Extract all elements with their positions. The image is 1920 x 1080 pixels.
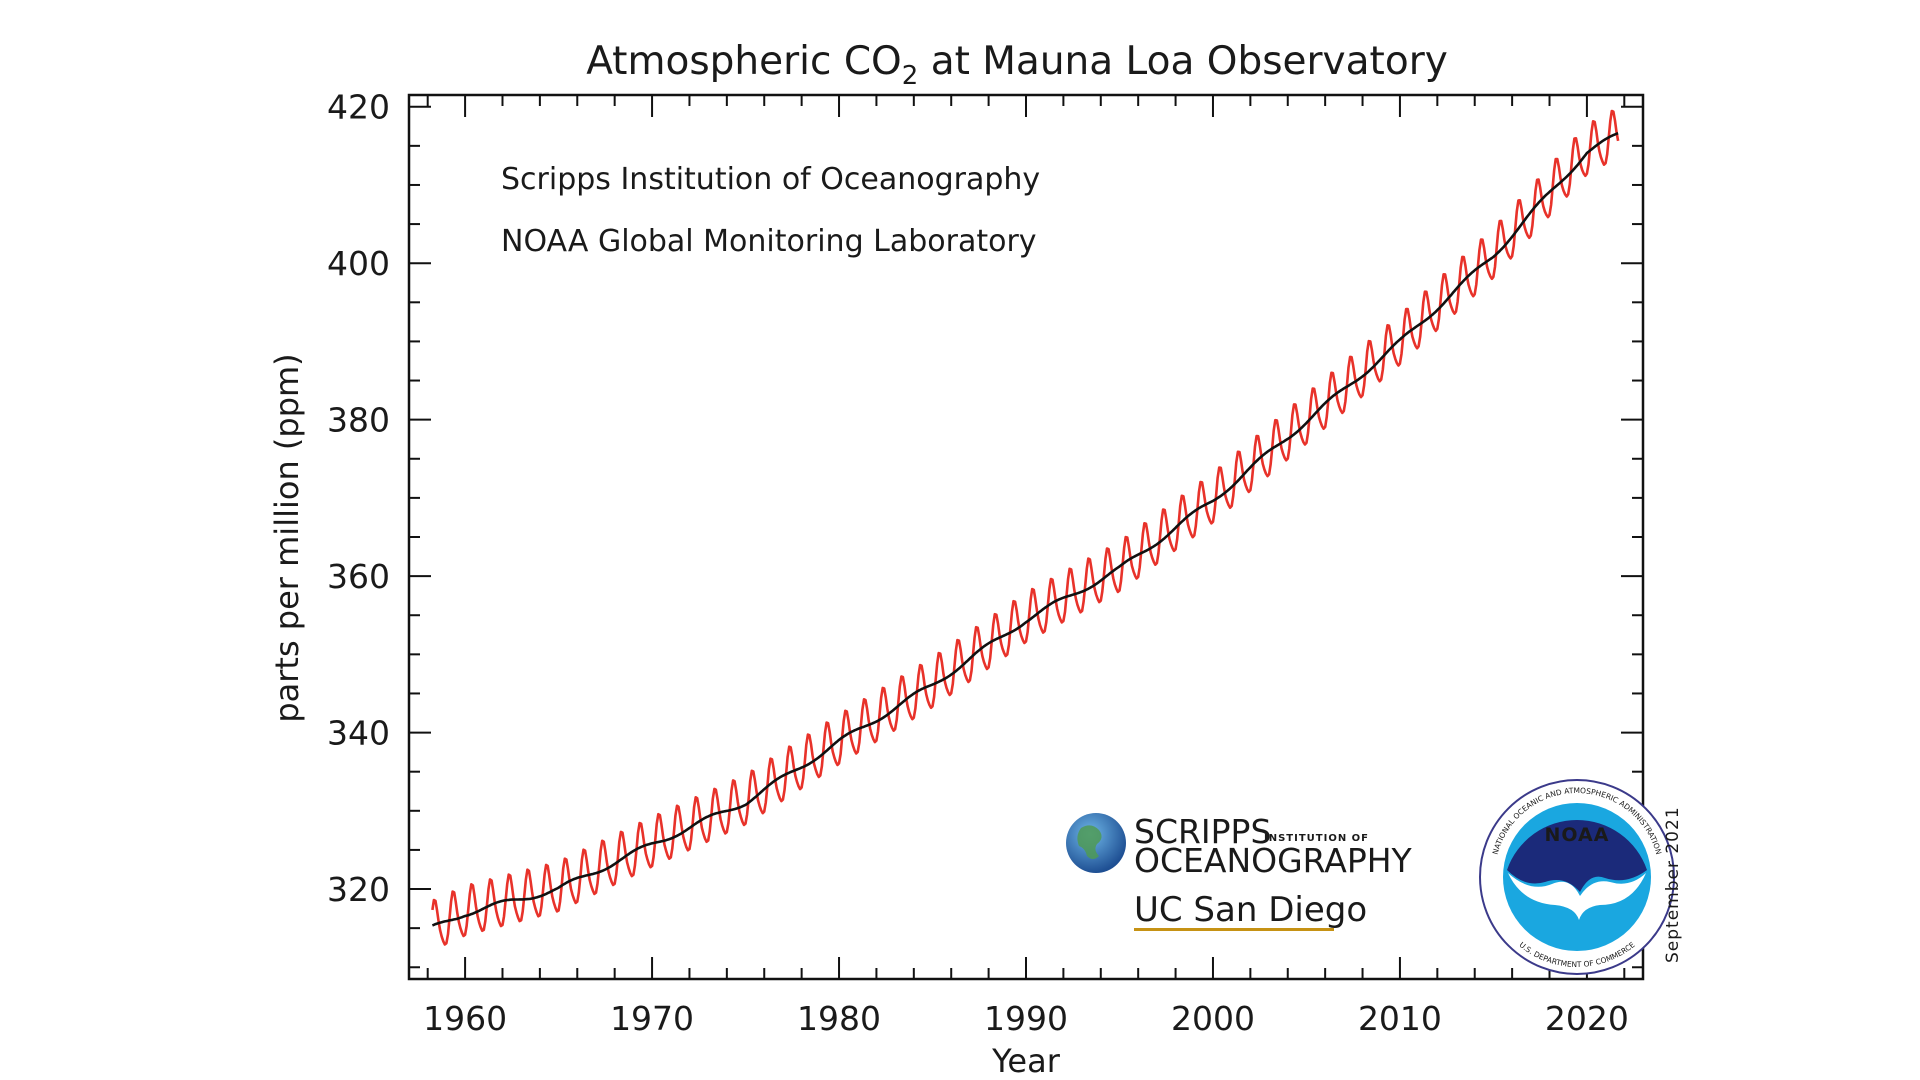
- x-tick-label: 2000: [1171, 999, 1255, 1038]
- x-tick-label: 1980: [797, 999, 881, 1038]
- annotation-noaa-gml: NOAA Global Monitoring Laboratory: [501, 224, 1037, 259]
- y-tick-label: 400: [327, 244, 390, 283]
- y-tick-label: 360: [327, 557, 390, 596]
- noaa-logo: NOAA NATIONAL OCEANIC AND ATMOSPHERIC AD…: [1479, 779, 1675, 975]
- svg-text:UC San Diego: UC San Diego: [1134, 890, 1367, 930]
- globe-continent-shape: [1077, 825, 1102, 859]
- x-tick-label: 2010: [1358, 999, 1442, 1038]
- svg-text:INSTITUTION OF: INSTITUTION OF: [1264, 833, 1369, 844]
- y-axis-tick-labels: 320 340 360 380 400 420: [327, 88, 390, 909]
- series-line-trend: [431, 132, 1619, 927]
- date-stamp: September 2021: [1663, 806, 1683, 963]
- y-axis-title: parts per million (ppm): [268, 353, 306, 722]
- y-tick-label: 340: [327, 714, 390, 753]
- svg-text:NOAA: NOAA: [1545, 824, 1610, 846]
- chart-title: Atmospheric CO2 at Mauna Loa Observatory: [586, 39, 1448, 91]
- x-axis-ticks: [426, 95, 1626, 979]
- series-line-monthly-co2: [431, 109, 1620, 946]
- x-tick-label: 2020: [1545, 999, 1629, 1038]
- scripps-ucsd-logo: SCRIPPS INSTITUTION OF OCEANOGRAPHY UC S…: [1055, 798, 1413, 948]
- svg-text:SCRIPPS: SCRIPPS: [1134, 812, 1271, 851]
- y-tick-label: 380: [327, 401, 390, 440]
- y-tick-label: 320: [327, 870, 390, 909]
- svg-text:OCEANOGRAPHY: OCEANOGRAPHY: [1134, 841, 1413, 880]
- title-subscript: 2: [902, 61, 919, 91]
- annotation-scripps: Scripps Institution of Oceanography: [501, 162, 1040, 197]
- y-tick-label: 420: [327, 88, 390, 127]
- x-axis-tick-labels: 1960 1970 1980 1990 2000 2010 2020: [423, 999, 1629, 1038]
- x-tick-label: 1960: [423, 999, 507, 1038]
- x-tick-label: 1970: [610, 999, 694, 1038]
- ucsd-underline: [1134, 928, 1334, 931]
- x-tick-label: 1990: [984, 999, 1068, 1038]
- x-axis-title: Year: [991, 1042, 1061, 1080]
